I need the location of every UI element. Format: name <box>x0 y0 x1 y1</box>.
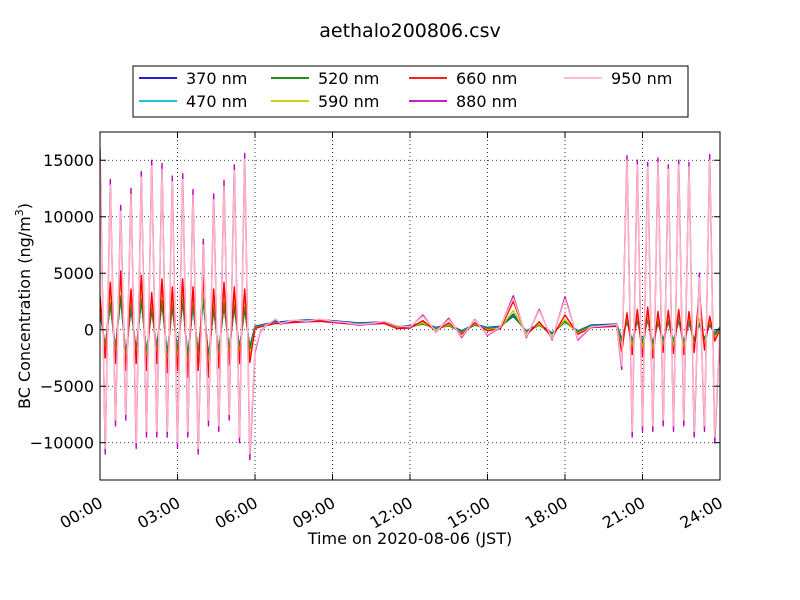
legend-item: 660 nm <box>409 69 517 88</box>
y-axis-label-main: BC Concentration (ng/m <box>15 216 34 409</box>
series-group <box>100 148 720 461</box>
y-tick-label: −5000 <box>40 377 94 396</box>
x-tick-label: 21:00 <box>599 493 648 533</box>
x-tick-label: 03:00 <box>134 493 183 533</box>
legend: 370 nm 470 nm 520 nm 590 nm 660 nm 880 nm 950 … <box>132 65 689 118</box>
legend-item: 950 nm <box>564 69 672 88</box>
legend-label: 660 nm <box>456 69 517 88</box>
x-tick-label: 00:00 <box>57 493 106 533</box>
legend-label: 880 nm <box>456 92 517 111</box>
x-tick-label: 24:00 <box>677 493 726 533</box>
y-tick-label: 15000 <box>43 151 94 170</box>
y-tick-label: 10000 <box>43 208 94 227</box>
x-axis-label: Time on 2020-08-06 (JST) <box>307 529 512 548</box>
series-line-950-nm <box>100 158 720 455</box>
x-tick-label: 06:00 <box>212 493 261 533</box>
legend-item: 470 nm <box>139 92 247 111</box>
legend-item: 590 nm <box>271 92 379 111</box>
legend-item: 520 nm <box>271 69 379 88</box>
y-axis-label-superscript: 3 <box>13 209 26 216</box>
legend-label: 470 nm <box>186 92 247 111</box>
legend-item: 370 nm <box>139 69 247 88</box>
y-axis-label-close: ) <box>15 203 34 209</box>
legend-label: 520 nm <box>318 69 379 88</box>
legend-item: 880 nm <box>409 92 517 111</box>
x-tick-label: 18:00 <box>522 493 571 533</box>
y-tick-label: 5000 <box>53 264 94 283</box>
legend-frame <box>132 65 689 118</box>
y-tick-label: 0 <box>84 321 94 340</box>
x-tick-label: 12:00 <box>367 493 416 533</box>
y-axis-label: BC Concentration (ng/m3) <box>13 203 34 409</box>
y-tick-label: −10000 <box>30 434 94 453</box>
legend-label: 950 nm <box>611 69 672 88</box>
legend-label: 370 nm <box>186 69 247 88</box>
x-tick-label: 15:00 <box>444 493 493 533</box>
legend-label: 590 nm <box>318 92 379 111</box>
chart-title: aethalo200806.csv <box>319 20 501 42</box>
x-tick-label: 09:00 <box>289 493 338 533</box>
